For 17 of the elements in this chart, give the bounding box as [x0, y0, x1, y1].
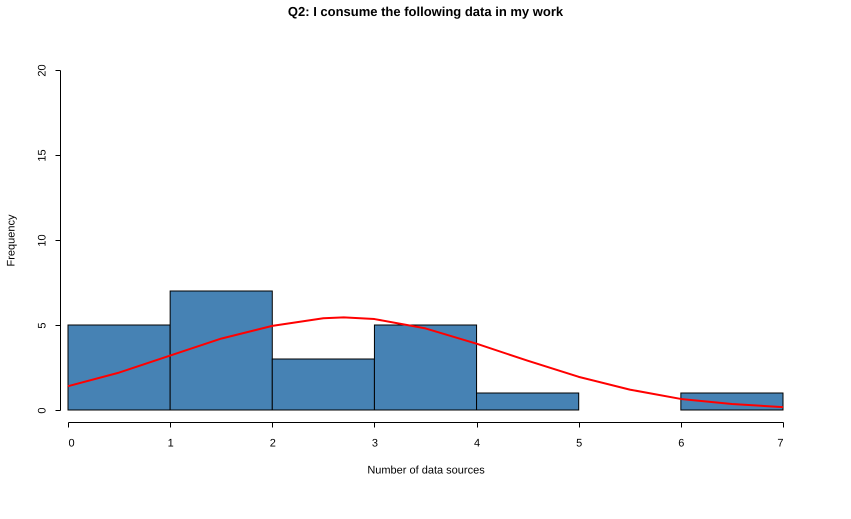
x-tick-label: 5 [576, 438, 582, 450]
y-tick-label: 20 [36, 64, 48, 77]
x-tick-label: 3 [372, 438, 378, 450]
x-tick-label: 4 [474, 438, 480, 450]
y-tick-label: 15 [36, 149, 48, 162]
x-tick-label: 1 [168, 438, 174, 450]
y-axis-title: Frequency [6, 214, 18, 266]
y-tick-label: 10 [36, 234, 48, 247]
x-axis-title: Number of data sources [367, 464, 486, 476]
x-tick-label: 6 [678, 438, 684, 450]
y-tick-label: 0 [36, 407, 48, 414]
x-tick-label: 7 [777, 438, 784, 450]
line-series [67, 316, 784, 408]
chart-title: Q2: I consume the following data in my work [288, 4, 564, 19]
y-tick-label: 5 [36, 322, 48, 329]
x-tick-label: 2 [270, 438, 276, 450]
x-tick-label: 0 [68, 438, 75, 450]
